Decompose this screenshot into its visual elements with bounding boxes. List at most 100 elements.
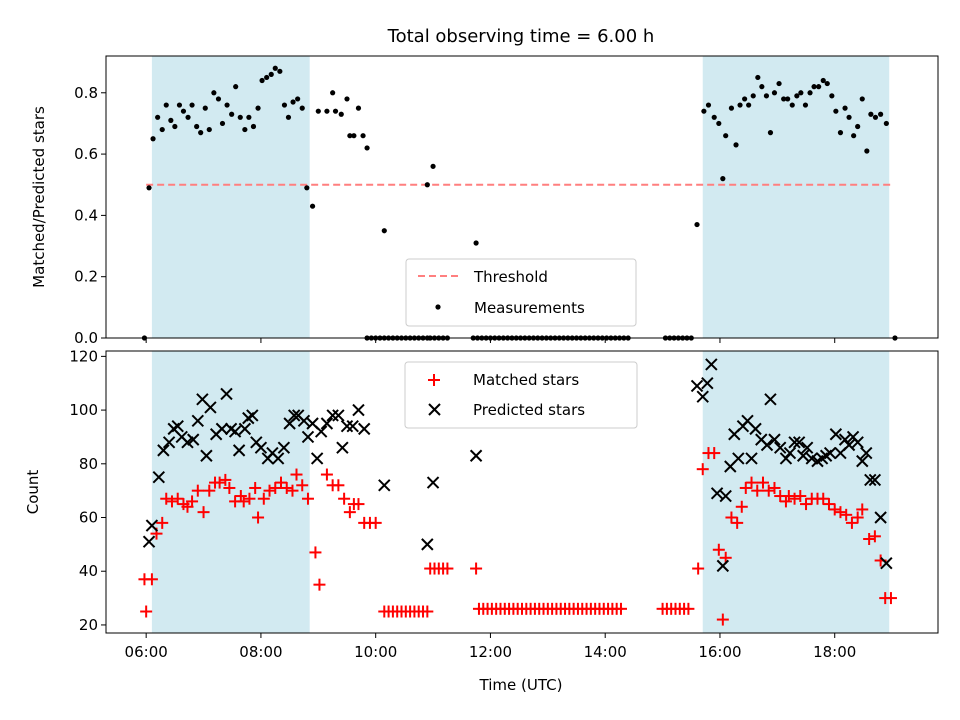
predicted-point [171, 419, 184, 433]
measurement-point [355, 105, 362, 111]
measurement-point [701, 108, 707, 114]
predicted-point [701, 377, 714, 390]
matched-point [257, 492, 270, 505]
matched-point [840, 508, 853, 521]
measurement-point [332, 108, 339, 114]
x-tick-label: 12:00 [469, 643, 512, 661]
matched-point [756, 476, 769, 489]
predicted-point [868, 473, 882, 487]
predicted-point [142, 535, 156, 548]
measurement-point [364, 145, 370, 151]
measurement-point [789, 102, 795, 108]
matched-point [263, 484, 276, 497]
x-tick-label: 16:00 [698, 643, 741, 661]
measurement-point [347, 133, 353, 139]
measurement-point [172, 123, 178, 130]
measurement-point [723, 133, 729, 139]
measurement-point [711, 114, 717, 120]
y-tick-label-ratio: 0.8 [74, 84, 98, 102]
predicted-point [829, 428, 843, 441]
measurement-point [233, 84, 239, 90]
y-tick-label-ratio: 0.4 [74, 206, 98, 224]
legend-predicted-label: Predicted stars [473, 401, 585, 419]
matched-point [275, 476, 288, 489]
predicted-point [336, 441, 349, 454]
measurement-point [315, 108, 321, 114]
predicted-point [271, 452, 285, 465]
measurement-point [424, 182, 430, 188]
matched-point [884, 592, 897, 605]
measurement-point [264, 74, 270, 81]
matched-point [739, 481, 752, 494]
predicted-point [228, 425, 242, 438]
predicted-point [297, 414, 311, 428]
measurement-point [338, 111, 344, 117]
matched-point [708, 447, 721, 460]
panel-counts-frame [105, 350, 939, 634]
predicted-point [426, 476, 440, 489]
predicted-point [352, 403, 365, 417]
predicted-point [310, 452, 324, 465]
matched-point [296, 479, 309, 492]
measurement-point [842, 105, 848, 111]
matched-point [338, 492, 351, 505]
legend-measurements-swatch [435, 304, 441, 310]
predicted-point [760, 438, 774, 452]
predicted-point [764, 393, 777, 406]
panel-ratio: 0.00.20.40.60.8 Matched/Predicted stars … [30, 55, 939, 347]
matched-point [716, 613, 729, 626]
predicted-point [152, 471, 165, 484]
predicted-point [768, 433, 781, 446]
measurement-point [224, 102, 230, 108]
predicted-point [200, 449, 213, 462]
observing-window-ratio-1 [702, 56, 890, 338]
predicted-point [823, 446, 837, 460]
measurement-point [159, 126, 165, 133]
predicted-point [238, 422, 252, 436]
measurement-point [202, 105, 208, 111]
matched-point [249, 481, 262, 494]
matched-point [834, 506, 847, 519]
measurement-point [430, 163, 436, 169]
y-tick-label-count: 80 [79, 455, 98, 473]
matched-point [822, 498, 835, 511]
measurement-point [781, 96, 787, 102]
matched-point [320, 468, 333, 481]
predicted-point [856, 454, 869, 468]
predicted-point [162, 436, 176, 449]
predicted-point [796, 449, 810, 462]
legend-predicted-swatch [428, 403, 441, 416]
matched-point [191, 484, 204, 497]
measurement-point [807, 90, 813, 96]
measurement-point [694, 221, 700, 228]
matched-point [863, 533, 876, 545]
matched-point [762, 484, 775, 497]
matched-point [213, 476, 226, 489]
predicted-point [880, 556, 893, 570]
measurement-point [883, 120, 889, 127]
measurement-point [309, 203, 316, 209]
matched-point [290, 468, 303, 481]
measurement-point [705, 102, 712, 108]
panel-ratio-frame [105, 55, 939, 339]
measurement-point [344, 96, 350, 102]
matched-point [197, 506, 210, 519]
measurement-point [864, 148, 870, 154]
matched-point [332, 479, 345, 492]
matched-point [286, 484, 299, 497]
measurement-point [206, 126, 212, 133]
y-tick-label-count: 120 [69, 347, 98, 365]
matched-point [868, 530, 881, 543]
matched-point [692, 562, 705, 575]
predicted-point [287, 409, 301, 422]
matched-point [301, 492, 314, 505]
predicted-point [187, 433, 200, 446]
legend-ratio: Threshold Measurements [405, 258, 637, 327]
matched-point [735, 500, 748, 513]
matched-point [794, 490, 807, 503]
matched-point [252, 511, 265, 524]
measurement-point [755, 74, 761, 81]
measurement-point [716, 120, 722, 127]
measurement-point [811, 84, 817, 90]
matched-point [421, 605, 434, 618]
